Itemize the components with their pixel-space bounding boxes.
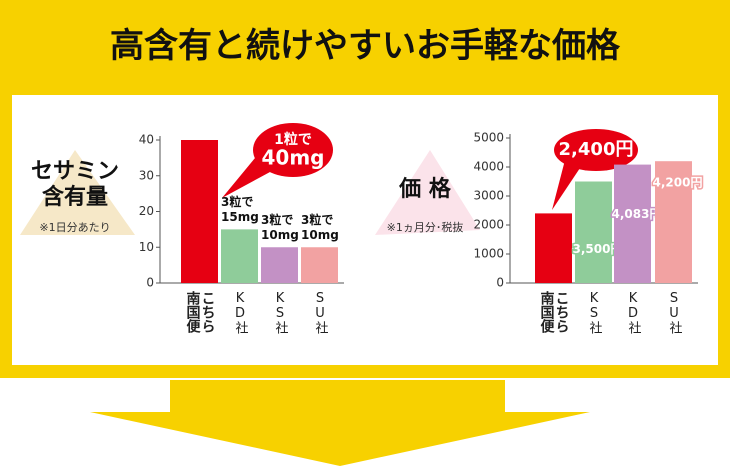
note: ※1ヵ月分･税抜 (387, 220, 464, 234)
y-tick-label: 20 (139, 204, 154, 218)
chart-label: 含有量 (42, 184, 108, 210)
bar (655, 161, 692, 283)
bubble-tail (222, 158, 270, 198)
x-tick-label: SU社 (312, 291, 328, 334)
y-tick-label: 10 (139, 240, 154, 254)
value-label: 2,400円 (559, 139, 634, 160)
y-tick-label: 0 (146, 276, 154, 290)
bubble (554, 129, 638, 171)
bar (181, 140, 218, 283)
value-label: 10mg (301, 228, 339, 242)
x-tick-label: こちら南国便 (538, 291, 570, 333)
bubble-tail (552, 160, 580, 210)
value-label: 4,200円 (653, 176, 703, 190)
value-label: 40mg (262, 146, 325, 170)
bar (575, 181, 612, 283)
y-tick-label: 5000 (473, 131, 504, 145)
x-tick-label: KS社 (272, 291, 288, 334)
value-label: 4,083円 (612, 207, 662, 221)
y-tick-label: 1000 (473, 247, 504, 261)
chart-label: 価 格 (398, 176, 452, 202)
x-tick-label: KD社 (625, 291, 641, 334)
value-label: 1粒で (274, 131, 312, 148)
note: ※1日分あたり (39, 221, 110, 234)
bubble (253, 123, 333, 177)
y-tick-label: 30 (139, 168, 154, 182)
x-tick-label: こちら南国便 (184, 291, 216, 333)
title: 高含有と続けやすいお手軽な価格 (110, 26, 621, 66)
value-label: 3,500円 (573, 242, 623, 256)
decoration (375, 150, 480, 235)
bar (261, 247, 298, 283)
value-label: 15mg (221, 210, 259, 224)
y-tick-label: 0 (496, 276, 504, 290)
bar (301, 247, 338, 283)
x-tick-label: KS社 (586, 291, 602, 334)
decoration (20, 150, 135, 235)
value-label: 3粒で (301, 212, 333, 227)
y-tick-label: 40 (139, 133, 154, 147)
value-label: 3粒で (261, 212, 293, 227)
y-tick-label: 3000 (473, 189, 504, 203)
chart-label: セサミン (31, 159, 119, 184)
value-label: 3粒で (221, 194, 253, 209)
value-label: 10mg (261, 228, 299, 242)
y-tick-label: 2000 (473, 218, 504, 232)
arrow (90, 380, 590, 466)
x-tick-label: KD社 (232, 291, 248, 334)
bar (535, 213, 572, 283)
y-tick-label: 4000 (473, 160, 504, 174)
bar (614, 164, 651, 283)
bar (221, 229, 258, 283)
x-tick-label: SU社 (666, 291, 682, 334)
